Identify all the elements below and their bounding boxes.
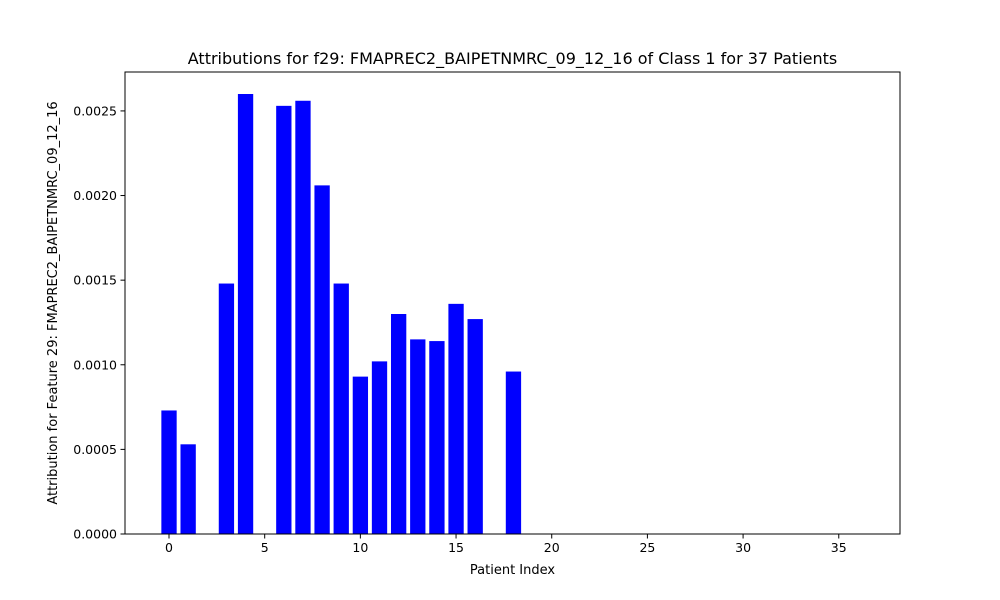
x-axis-ticks: 0 5 10 15 20 25 30 35 [165,534,847,555]
y-tick-label: 0.0000 [73,527,117,542]
bars-group [161,94,522,535]
y-tick-label: 0.0025 [73,103,117,118]
bar-patient-10 [352,376,369,534]
bar-patient-14 [429,341,445,534]
x-tick-label: 25 [639,540,655,555]
y-tick-label: 0.0015 [73,273,117,288]
y-tick-label: 0.0005 [73,442,117,457]
x-tick-label: 5 [261,540,269,555]
x-axis-label: Patient Index [470,563,555,578]
y-axis-ticks: 0.0000 0.0005 0.0010 0.0015 0.0020 0.0025 [73,103,125,542]
chart-title: Attributions for f29: FMAPREC2_BAIPETNMR… [188,49,837,69]
x-tick-label: 15 [448,540,464,555]
bar-patient-16 [467,319,483,534]
bar-patient-11 [371,361,388,534]
bar-patient-9 [333,283,349,534]
y-tick-label: 0.0010 [73,357,117,372]
bar-patient-1 [180,444,196,534]
x-tick-label: 30 [735,540,751,555]
x-tick-label: 20 [544,540,560,555]
plot-area-frame [124,71,901,535]
bar-patient-6 [276,105,292,534]
bar-patient-0 [161,410,177,534]
bar-patient-15 [448,303,464,534]
bar-patient-13 [410,339,426,534]
bar-patient-7 [295,100,311,535]
x-tick-label: 10 [352,540,368,555]
bar-patient-18 [505,371,522,534]
x-tick-label: 0 [165,540,173,555]
bar-patient-4 [237,94,254,534]
bar-patient-8 [314,185,330,534]
y-tick-label: 0.0020 [73,188,117,203]
bar-patient-3 [218,283,235,534]
bar-patient-12 [390,314,407,534]
y-axis-label: Attribution for Feature 29: FMAPREC2_BAI… [46,101,61,504]
x-tick-label: 35 [831,540,847,555]
